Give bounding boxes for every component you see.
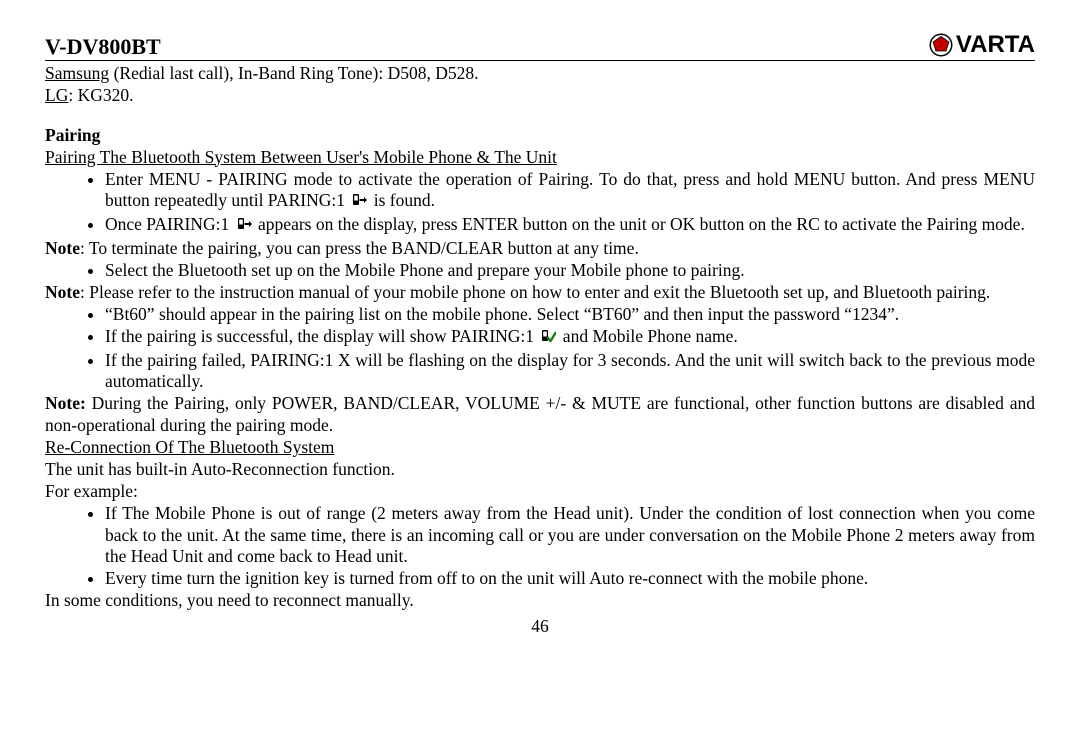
note-text: : To terminate the pairing, you can pres…: [80, 238, 639, 258]
note-label: Note:: [45, 393, 86, 413]
reconnect-heading: Re-Connection Of The Bluetooth System: [45, 437, 1035, 459]
note-label: Note: [45, 282, 80, 302]
brand-text: VARTA: [956, 30, 1035, 60]
list-item: If the pairing is successful, the displa…: [105, 326, 1035, 350]
varta-badge-icon: [929, 33, 953, 57]
intro-line-2: LG: KG320.: [45, 85, 1035, 107]
intro-text-2: : KG320.: [68, 85, 133, 105]
pairing-list-1: Enter MENU - PAIRING mode to activate th…: [45, 169, 1035, 239]
reconnect-line-2: For example:: [45, 481, 1035, 503]
model-number: V-DV800BT: [45, 33, 161, 61]
document-page: V-DV800BT VARTA Samsung (Redial last cal…: [0, 0, 1080, 648]
note-label: Note: [45, 238, 80, 258]
page-number: 46: [45, 616, 1035, 638]
list-item: If The Mobile Phone is out of range (2 m…: [105, 503, 1035, 569]
list-text: and Mobile Phone name.: [558, 326, 737, 346]
pairing-heading: Pairing: [45, 125, 1035, 147]
reconnect-line-1: The unit has built-in Auto-Reconnection …: [45, 459, 1035, 481]
list-text: Enter MENU - PAIRING mode to activate th…: [105, 169, 1035, 211]
list-item: “Bt60” should appear in the pairing list…: [105, 304, 1035, 326]
list-item: Enter MENU - PAIRING mode to activate th…: [105, 169, 1035, 215]
brand-logo: VARTA: [929, 30, 1035, 60]
pairing-list-3: “Bt60” should appear in the pairing list…: [45, 304, 1035, 394]
brand-lg: LG: [45, 85, 68, 105]
phone-icon: [351, 192, 367, 214]
page-header: V-DV800BT VARTA: [45, 30, 1035, 61]
note-1: Note: To terminate the pairing, you can …: [45, 238, 1035, 260]
note-text: : Please refer to the instruction manual…: [80, 282, 990, 302]
list-item: Select the Bluetooth set up on the Mobil…: [105, 260, 1035, 282]
intro-line-1: Samsung (Redial last call), In-Band Ring…: [45, 63, 1035, 85]
intro-text-1: (Redial last call), In-Band Ring Tone): …: [109, 63, 478, 83]
phone-check-icon: [540, 328, 556, 350]
list-text: is found.: [369, 190, 435, 210]
brand-samsung: Samsung: [45, 63, 109, 83]
note-text: During the Pairing, only POWER, BAND/CLE…: [45, 393, 1035, 435]
list-text: Once PAIRING:1: [105, 214, 234, 234]
list-text: appears on the display, press ENTER butt…: [254, 214, 1025, 234]
list-item: Every time turn the ignition key is turn…: [105, 568, 1035, 590]
pairing-subheading: Pairing The Bluetooth System Between Use…: [45, 147, 1035, 169]
list-item: If the pairing failed, PAIRING:1 X will …: [105, 350, 1035, 394]
reconnect-list: If The Mobile Phone is out of range (2 m…: [45, 503, 1035, 591]
note-2: Note: Please refer to the instruction ma…: [45, 282, 1035, 304]
list-item: Once PAIRING:1 appears on the display, p…: [105, 214, 1035, 238]
phone-icon: [236, 216, 252, 238]
note-3: Note: During the Pairing, only POWER, BA…: [45, 393, 1035, 437]
list-text: If the pairing is successful, the displa…: [105, 326, 538, 346]
reconnect-tail: In some conditions, you need to reconnec…: [45, 590, 1035, 612]
pairing-list-2: Select the Bluetooth set up on the Mobil…: [45, 260, 1035, 282]
